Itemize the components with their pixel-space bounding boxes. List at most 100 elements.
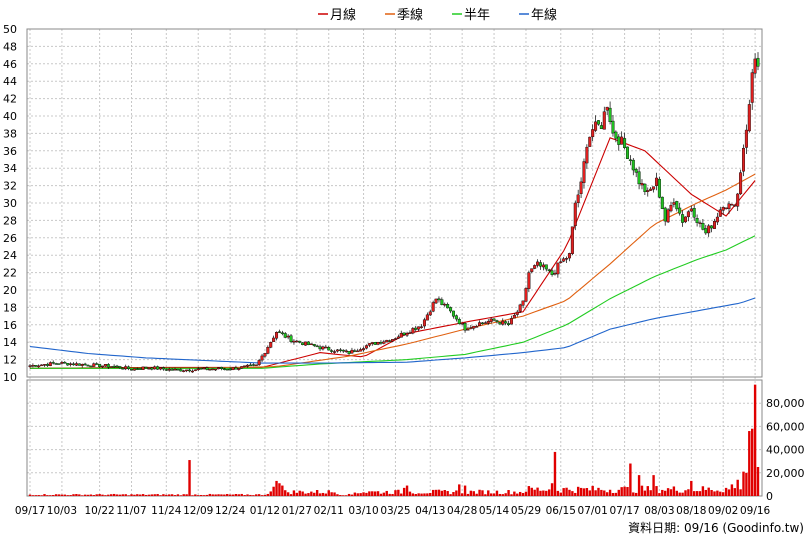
- candle-body: [443, 303, 447, 306]
- volume-bar: [492, 493, 496, 496]
- volume-bar: [275, 480, 278, 496]
- candle-body: [277, 331, 281, 333]
- volume-bar: [49, 495, 52, 496]
- candle-body: [666, 209, 670, 223]
- volume-bar: [753, 384, 757, 496]
- candle-body: [544, 264, 548, 270]
- volume-bar: [489, 493, 493, 496]
- candle-body: [608, 107, 612, 123]
- volume-bar: [414, 493, 417, 496]
- candle-body: [712, 221, 716, 229]
- candle-body: [260, 355, 264, 361]
- volume-bar: [408, 491, 412, 496]
- candle-body: [182, 370, 186, 372]
- candle-body: [333, 351, 337, 353]
- candle-body: [652, 186, 656, 190]
- candle-body: [231, 367, 235, 370]
- candle-body: [34, 365, 38, 367]
- volume-bar: [579, 487, 583, 496]
- date-tick-label: 11/24: [151, 505, 182, 517]
- volume-bar: [373, 491, 377, 496]
- candle-body: [269, 342, 273, 348]
- candle-body: [518, 304, 522, 312]
- candle-body: [132, 368, 136, 371]
- volume-bar: [321, 492, 325, 496]
- candle-body: [57, 363, 61, 365]
- volume-bar: [600, 489, 603, 496]
- candle-body: [678, 207, 682, 214]
- volume-bar: [124, 494, 127, 496]
- volume-bar: [255, 494, 258, 496]
- candle-body: [495, 320, 499, 322]
- volume-bar: [750, 428, 754, 496]
- volume-bar: [536, 487, 539, 496]
- volume-bar: [179, 495, 183, 496]
- volume-bar: [539, 490, 542, 496]
- volume-tick-label: 60,000: [766, 420, 805, 433]
- candle-body: [306, 341, 310, 346]
- candle-body: [103, 364, 107, 367]
- volume-bar: [545, 490, 548, 496]
- volume-bar: [307, 493, 310, 496]
- volume-bar: [733, 488, 736, 496]
- volume-bar: [562, 488, 565, 496]
- volume-bar: [687, 489, 690, 496]
- price-tick-label: 12: [3, 354, 17, 367]
- price-tick-label: 44: [3, 75, 17, 88]
- volume-bar: [721, 492, 725, 496]
- candle-body: [541, 264, 545, 268]
- volume-bar: [371, 491, 374, 496]
- candle-body: [266, 347, 270, 354]
- volume-bar: [226, 494, 229, 496]
- volume-bar: [237, 494, 241, 496]
- legend-label: 年線: [531, 7, 557, 23]
- volume-bar: [417, 493, 420, 496]
- volume-bar: [333, 492, 336, 496]
- candle-body: [135, 368, 139, 370]
- volume-bar: [472, 491, 475, 496]
- candle-body: [237, 368, 241, 370]
- volume-bar: [658, 493, 661, 496]
- candle-body: [185, 369, 189, 372]
- candle-body: [724, 207, 728, 210]
- candle-body: [536, 261, 540, 266]
- volume-bar: [400, 493, 403, 496]
- volume-bar: [37, 495, 40, 496]
- volume-bar: [153, 494, 156, 496]
- volume-bar: [72, 494, 75, 496]
- candle-body: [211, 368, 215, 371]
- volume-bar: [339, 495, 342, 496]
- candle-body: [367, 343, 371, 346]
- candle-body: [54, 363, 58, 365]
- candle-body: [701, 223, 705, 230]
- candle-body: [434, 298, 438, 304]
- candle-body: [527, 272, 531, 289]
- candle-body: [240, 366, 244, 369]
- price-tick-label: 48: [3, 40, 17, 53]
- candle-body: [660, 196, 664, 209]
- volume-bar: [220, 494, 223, 496]
- volume-bar: [666, 488, 670, 496]
- volume-bar: [304, 493, 307, 496]
- candle-body: [28, 365, 32, 367]
- candle-body: [202, 367, 206, 369]
- volume-bar: [692, 491, 696, 496]
- volume-bar: [199, 494, 203, 496]
- candle-body: [672, 202, 676, 205]
- candle-body: [228, 368, 232, 371]
- candle-body: [588, 136, 592, 147]
- volume-bar: [173, 495, 177, 496]
- volume-bar: [742, 471, 745, 496]
- volume-bar: [655, 486, 658, 496]
- candle-body: [643, 183, 647, 193]
- price-tick-label: 26: [3, 232, 17, 245]
- volume-bar: [83, 494, 87, 496]
- date-tick-label: 04/28: [447, 505, 477, 517]
- volume-bar: [362, 492, 365, 496]
- candle-body: [507, 323, 511, 326]
- candle-body: [562, 258, 566, 262]
- volume-bar: [379, 493, 383, 496]
- candle-body: [251, 364, 255, 366]
- volume-bar: [46, 495, 49, 496]
- volume-bar: [695, 491, 699, 496]
